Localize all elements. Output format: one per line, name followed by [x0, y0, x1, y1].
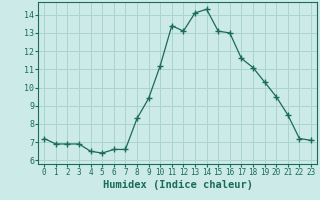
- X-axis label: Humidex (Indice chaleur): Humidex (Indice chaleur): [103, 180, 252, 190]
